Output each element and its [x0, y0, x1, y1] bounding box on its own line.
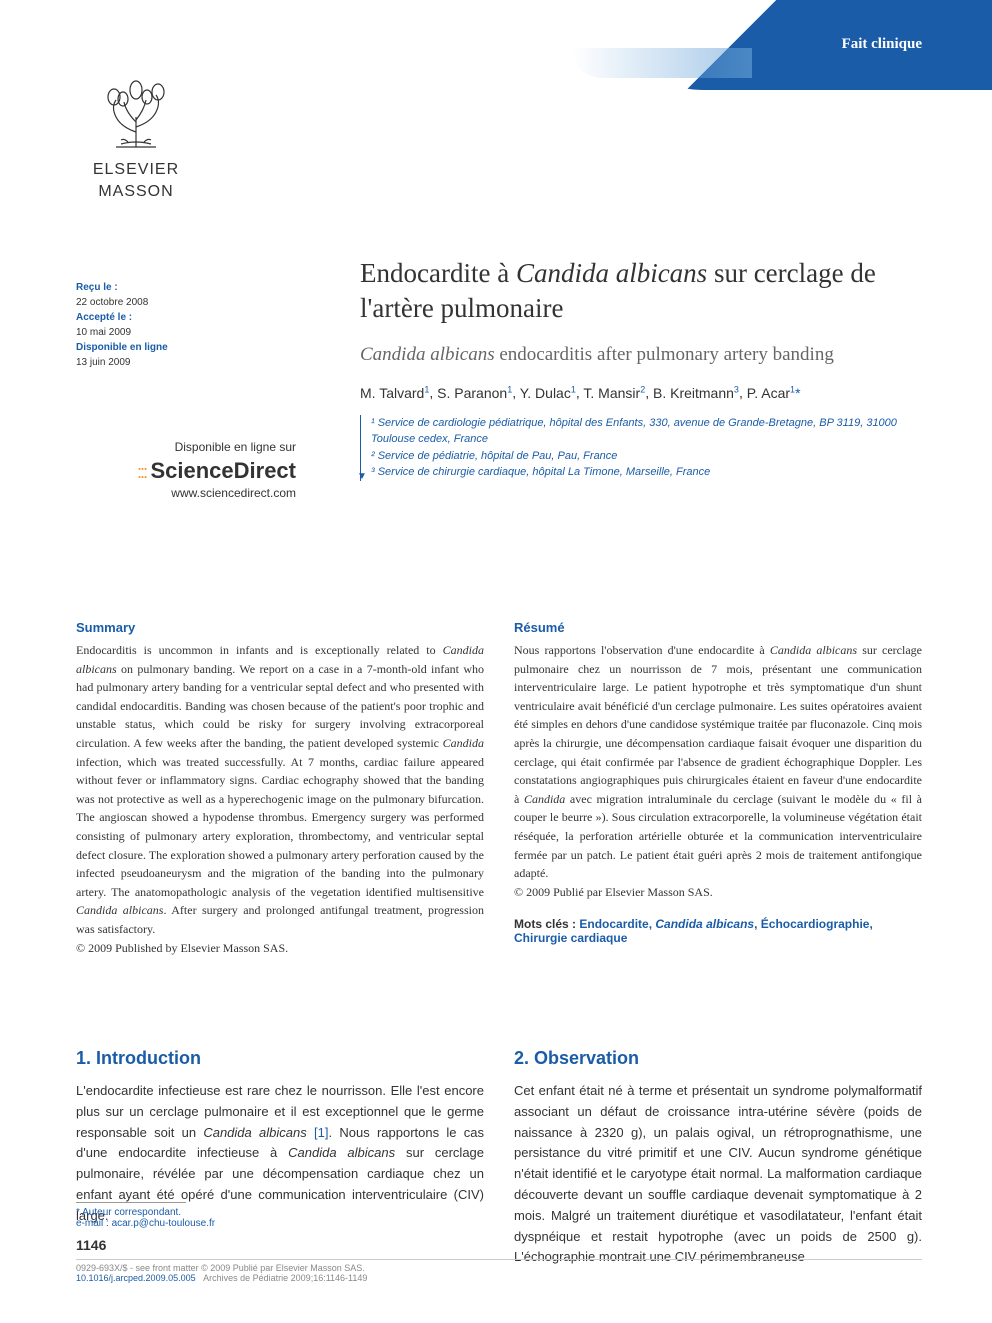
footer-meta: 0929-693X/$ - see front matter © 2009 Pu… — [76, 1259, 922, 1283]
email-label: e-mail : — [76, 1218, 112, 1229]
footer-rule — [76, 1202, 186, 1203]
dates-block: Reçu le : 22 octobre 2008 Accepté le : 1… — [76, 280, 168, 370]
received-value: 22 octobre 2008 — [76, 295, 168, 310]
resume-post: avec migration intraluminale du cerclage… — [514, 792, 922, 880]
resume-ital1: Candida albicans — [770, 643, 857, 657]
affiliation-1: ¹ Service de cardiologie pédiatrique, hô… — [371, 415, 922, 448]
resume-pre: Nous rapportons l'observation d'une endo… — [514, 643, 770, 657]
summary-ital3: Candida albicans — [76, 903, 163, 917]
resume-column: Résumé Nous rapportons l'observation d'u… — [514, 620, 922, 957]
affiliation-3: ³ Service de chirurgie cardiaque, hôpita… — [371, 464, 922, 481]
resume-mid1: sur cerclage pulmonaire chez un nourriss… — [514, 643, 922, 806]
author: Y. Dulac1 — [520, 385, 576, 401]
online-label: Disponible en ligne — [76, 340, 168, 355]
journal-ref: Archives de Pédiatrie 2009;16:1146-1149 — [203, 1273, 367, 1283]
summary-copyright: © 2009 Published by Elsevier Masson SAS. — [76, 939, 484, 958]
summary-ital2: Candida — [443, 736, 484, 750]
title-pre: Endocardite à — [360, 258, 516, 288]
author: T. Mansir2 — [583, 385, 645, 401]
author: S. Paranon1 — [437, 385, 512, 401]
resume-heading: Résumé — [514, 620, 922, 635]
affiliations: ¹ Service de cardiologie pédiatrique, hô… — [360, 415, 922, 481]
article-title: Endocardite à Candida albicans sur cercl… — [360, 256, 922, 326]
received-label: Reçu le : — [76, 280, 168, 295]
issn-text: 0929-693X/$ - see front matter © 2009 Pu… — [76, 1263, 365, 1273]
corresponding-email: e-mail : acar.p@chu-toulouse.fr — [76, 1218, 922, 1229]
obs-heading: 2. Observation — [514, 1048, 922, 1069]
doi-link[interactable]: 10.1016/j.arcped.2009.05.005 — [76, 1273, 196, 1283]
accepted-value: 10 mai 2009 — [76, 325, 168, 340]
affiliation-arrow-icon: ▼ — [357, 469, 367, 484]
sd-available-label: Disponible en ligne sur — [76, 440, 296, 454]
kw4: Chirurgie cardiaque — [514, 931, 627, 945]
email-link[interactable]: acar.p@chu-toulouse.fr — [112, 1218, 216, 1229]
keywords-block: Mots clés : Endocardite, Candida albican… — [514, 917, 922, 945]
summary-column: Summary Endocarditis is uncommon in infa… — [76, 620, 484, 957]
keywords-label: Mots clés : — [514, 917, 579, 931]
corresponding-author-label: * Auteur correspondant. — [76, 1207, 922, 1218]
resume-copyright: © 2009 Publié par Elsevier Masson SAS. — [514, 883, 922, 902]
footer: * Auteur correspondant. e-mail : acar.p@… — [76, 1202, 922, 1283]
title-ital: Candida albicans — [516, 258, 707, 288]
summary-text: Endocarditis is uncommon in infants and … — [76, 641, 484, 957]
sciencedirect-logo[interactable]: ScienceDirect — [150, 458, 296, 483]
header-accent — [572, 48, 752, 78]
sciencedirect-url[interactable]: www.sciencedirect.com — [76, 486, 296, 500]
kw3: Échocardiographie — [761, 917, 870, 931]
sd-dots-icon: ::: — [137, 462, 146, 482]
article-subtitle: Candida albicans endocarditis after pulm… — [360, 344, 922, 366]
page-number: 1146 — [76, 1237, 922, 1253]
authors-list: M. Talvard1, S. Paranon1, Y. Dulac1, T. … — [360, 384, 922, 401]
author: P. Acar1* — [747, 385, 801, 401]
summary-heading: Summary — [76, 620, 484, 635]
intro-ital2: Candida albicans — [288, 1145, 395, 1160]
summary-mid2: infection, which was treated successfull… — [76, 755, 484, 899]
summary-mid1: on pulmonary banding. We report on a cas… — [76, 662, 484, 750]
subtitle-ital: Candida albicans — [360, 344, 495, 365]
affiliation-2: ² Service de pédiatrie, hôpital de Pau, … — [371, 448, 922, 465]
kw1: Endocardite — [579, 917, 648, 931]
elsevier-tree-icon — [86, 72, 186, 152]
sciencedirect-block: Disponible en ligne sur ::: ScienceDirec… — [76, 440, 296, 500]
kw2: Candida albicans — [655, 917, 754, 931]
citation-1[interactable]: [1] — [307, 1125, 329, 1140]
article-type-badge: Fait clinique — [842, 36, 922, 53]
summary-pre: Endocarditis is uncommon in infants and … — [76, 643, 443, 657]
author: B. Kreitmann3 — [653, 385, 739, 401]
publisher-name-1: ELSEVIER — [76, 161, 196, 179]
publisher-logo: ELSEVIER MASSON — [76, 72, 196, 201]
title-block: Endocardite à Candida albicans sur cercl… — [360, 256, 922, 481]
online-value: 13 juin 2009 — [76, 355, 168, 370]
intro-ital1: Candida albicans — [203, 1125, 306, 1140]
author: M. Talvard1 — [360, 385, 429, 401]
resume-text: Nous rapportons l'observation d'une endo… — [514, 641, 922, 901]
intro-heading: 1. Introduction — [76, 1048, 484, 1069]
resume-ital2: Candida — [524, 792, 565, 806]
accepted-label: Accepté le : — [76, 310, 168, 325]
subtitle-post: endocarditis after pulmonary artery band… — [495, 344, 834, 365]
publisher-name-2: MASSON — [76, 183, 196, 201]
abstracts-row: Summary Endocarditis is uncommon in infa… — [76, 620, 922, 957]
